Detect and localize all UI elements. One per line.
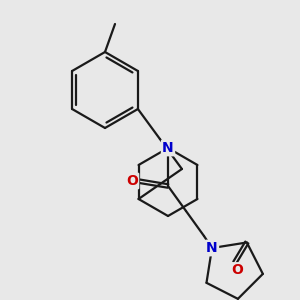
Text: O: O — [126, 174, 138, 188]
Text: N: N — [206, 241, 218, 255]
Text: O: O — [231, 263, 243, 278]
Text: N: N — [162, 141, 174, 155]
